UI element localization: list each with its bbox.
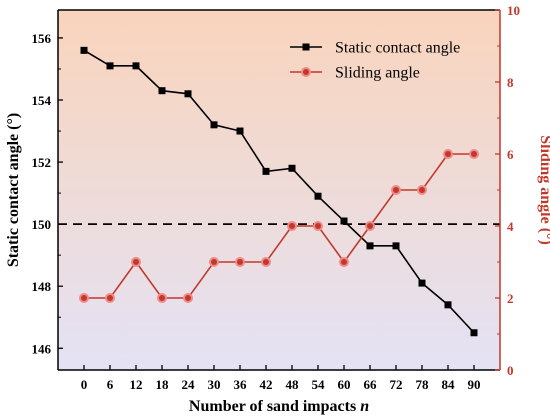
data-point-square xyxy=(418,279,426,287)
x-tick-label: 18 xyxy=(156,377,170,392)
data-point-circle xyxy=(443,149,453,159)
x-axis-title-variable: n xyxy=(360,398,369,415)
data-point-square xyxy=(80,46,88,54)
data-point-circle xyxy=(287,221,297,231)
right-tick-label: 4 xyxy=(507,219,514,234)
left-tick-label: 156 xyxy=(32,31,52,46)
data-point-square xyxy=(236,127,244,135)
data-point-square xyxy=(288,164,296,172)
data-point-square xyxy=(158,87,166,95)
right-tick-label: 6 xyxy=(507,147,514,162)
left-tick-label: 146 xyxy=(32,341,52,356)
x-tick-label: 30 xyxy=(208,377,221,392)
data-point-square xyxy=(392,242,400,250)
right-y-axis-title: Sliding angle (°) xyxy=(537,135,550,245)
data-point-circle xyxy=(261,257,271,267)
right-tick-label: 8 xyxy=(507,75,514,90)
legend-label: Sliding angle xyxy=(335,65,420,82)
x-tick-label: 84 xyxy=(442,377,456,392)
data-point-circle xyxy=(365,221,375,231)
left-tick-label: 152 xyxy=(32,155,52,170)
x-axis-title: Number of sand impacts n xyxy=(189,398,369,415)
x-tick-label: 48 xyxy=(286,377,300,392)
data-point-square xyxy=(340,217,348,225)
left-tick-label: 148 xyxy=(32,279,52,294)
data-point-square xyxy=(262,167,270,175)
data-point-circle xyxy=(417,185,427,195)
x-tick-label: 0 xyxy=(81,377,88,392)
x-tick-label: 42 xyxy=(260,377,273,392)
x-tick-label: 78 xyxy=(416,377,430,392)
x-tick-label: 90 xyxy=(468,377,481,392)
x-tick-label: 54 xyxy=(312,377,326,392)
data-point-circle xyxy=(105,293,115,303)
x-tick-label: 6 xyxy=(107,377,114,392)
data-point-circle xyxy=(391,185,401,195)
data-point-square xyxy=(210,121,218,129)
left-y-axis-title: Static contact angle (°) xyxy=(5,113,22,267)
series-line xyxy=(84,153,474,299)
plot-background xyxy=(58,10,500,370)
data-point-circle xyxy=(209,257,219,267)
legend-item-sliding-angle: Sliding angle xyxy=(290,65,420,82)
series-static-contact-angle xyxy=(80,46,478,337)
data-point-square xyxy=(314,192,322,200)
x-tick-label: 60 xyxy=(338,377,351,392)
right-tick-label: 2 xyxy=(507,291,514,306)
data-point-circle xyxy=(313,221,323,231)
legend-marker-square xyxy=(302,43,310,51)
data-point-circle xyxy=(131,257,141,267)
x-tick-label: 66 xyxy=(364,377,378,392)
data-point-circle xyxy=(339,257,349,267)
data-point-square xyxy=(184,90,192,98)
legend-label: Static contact angle xyxy=(335,40,460,57)
data-point-circle xyxy=(183,293,193,303)
x-tick-label: 36 xyxy=(234,377,248,392)
series-sliding-angle xyxy=(79,149,479,303)
x-tick-label: 24 xyxy=(182,377,196,392)
x-tick-label: 72 xyxy=(390,377,403,392)
legend-marker-circle xyxy=(301,67,311,77)
legend-item-static-contact-angle: Static contact angle xyxy=(290,40,460,57)
data-point-circle xyxy=(235,257,245,267)
data-point-circle xyxy=(469,149,479,159)
x-tick-label: 12 xyxy=(130,377,143,392)
x-axis-title-text: Number of sand impacts xyxy=(189,398,356,415)
data-point-square xyxy=(106,62,114,70)
data-point-circle xyxy=(157,293,167,303)
data-point-square xyxy=(444,301,452,309)
data-point-circle xyxy=(79,293,89,303)
data-point-square xyxy=(366,242,374,250)
right-tick-label: 0 xyxy=(507,363,514,378)
data-point-square xyxy=(470,329,478,337)
left-tick-label: 150 xyxy=(32,217,52,232)
series-line xyxy=(83,49,475,334)
left-tick-label: 154 xyxy=(32,93,52,108)
data-point-square xyxy=(132,62,140,70)
right-tick-label: 10 xyxy=(507,3,520,18)
